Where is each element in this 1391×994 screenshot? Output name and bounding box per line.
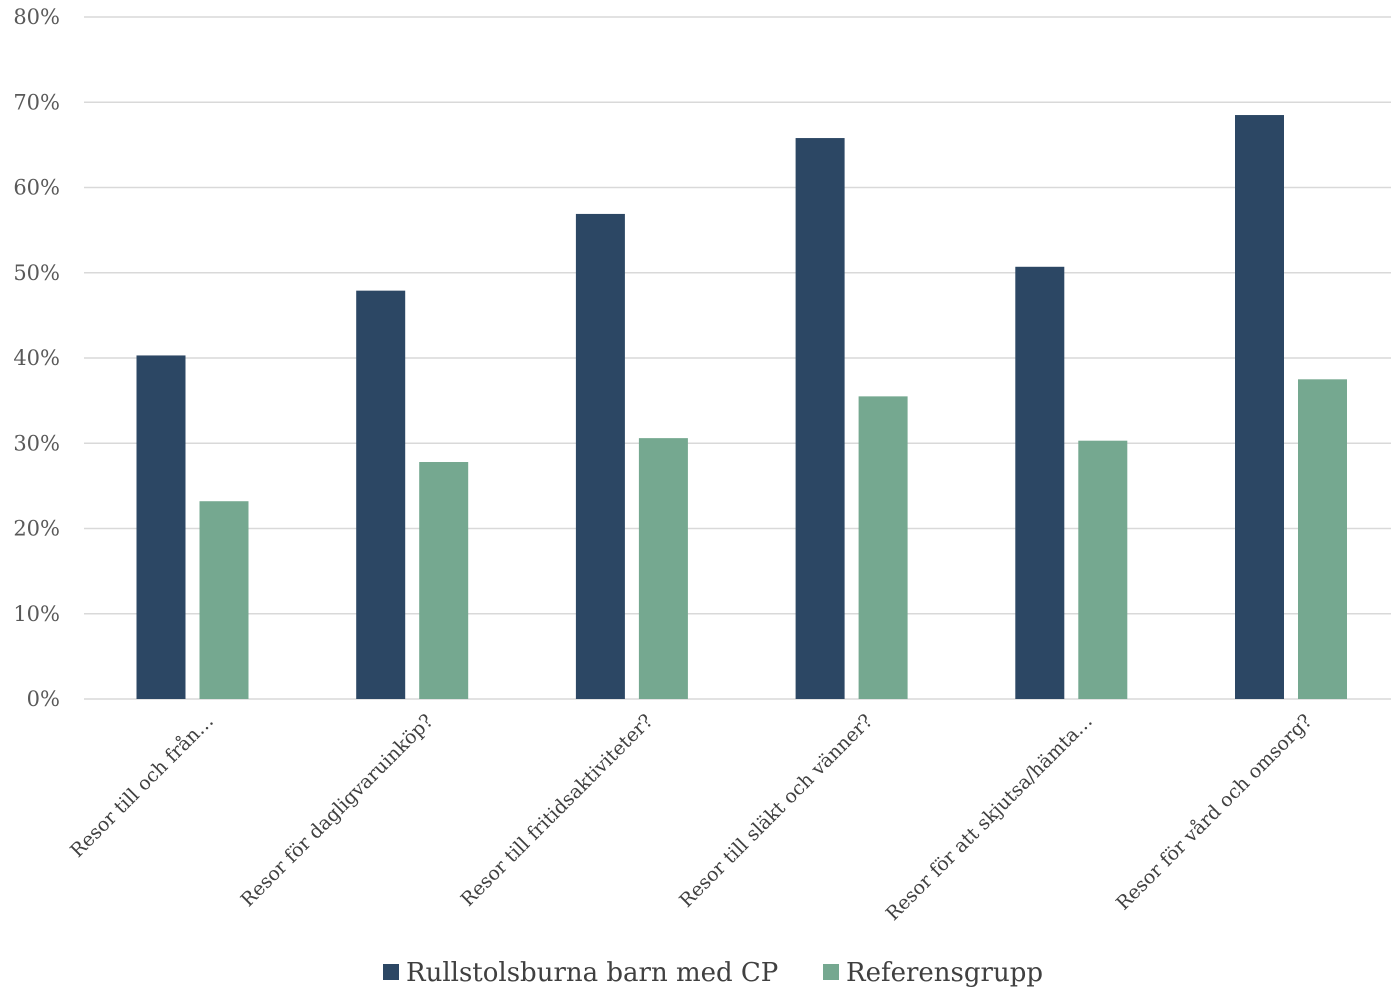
bar-series-2: [1298, 379, 1347, 699]
legend-label-series-2: Referensgrupp: [846, 958, 1043, 988]
bar-series-1: [136, 355, 186, 699]
bar-series-2: [858, 396, 908, 699]
bar-series-2: [199, 501, 249, 699]
bar-series-2: [1078, 440, 1128, 699]
x-category-label: Resor för att skjutsa/hämta…: [882, 710, 1097, 925]
x-axis-category-labels: Resor till och från… Resor för dagligvaru…: [66, 710, 1316, 925]
legend-swatch-series-1: [383, 964, 399, 980]
bar-series-1: [1235, 115, 1284, 700]
y-tick-label: 50%: [13, 261, 60, 285]
bar-series-1: [356, 290, 406, 699]
y-tick-label: 70%: [13, 90, 60, 114]
x-category-label: Resor för dagligvaruinköp?: [237, 710, 438, 911]
bars: [136, 115, 1347, 700]
bar-series-1: [1015, 266, 1065, 699]
y-tick-label: 40%: [13, 346, 60, 370]
bar-series-1: [575, 213, 625, 700]
y-tick-label: 0%: [27, 687, 60, 711]
y-tick-label: 30%: [13, 431, 60, 455]
legend: Rullstolsburna barn med CP Referensgrupp: [383, 958, 1043, 988]
x-category-label: Resor till och från…: [66, 710, 218, 862]
legend-swatch-series-2: [823, 964, 839, 980]
x-category-label: Resor till fritidsaktiviteter?: [457, 710, 658, 911]
y-tick-label: 10%: [13, 602, 60, 626]
x-category-label: Resor till släkt och vänner?: [675, 710, 877, 912]
gridlines: [84, 16, 1391, 700]
x-category-label: Resor för vård och omsorg?: [1112, 710, 1317, 915]
bar-series-1: [795, 138, 845, 699]
bar-series-2: [419, 462, 469, 699]
y-tick-label: 60%: [13, 176, 60, 200]
y-tick-label: 80%: [13, 5, 60, 29]
bar-series-2: [638, 438, 688, 699]
y-axis-tick-labels: 0% 10% 20% 30% 40% 50% 60% 70% 80%: [13, 5, 60, 711]
legend-label-series-1: Rullstolsburna barn med CP: [406, 958, 778, 988]
y-tick-label: 20%: [13, 517, 60, 541]
